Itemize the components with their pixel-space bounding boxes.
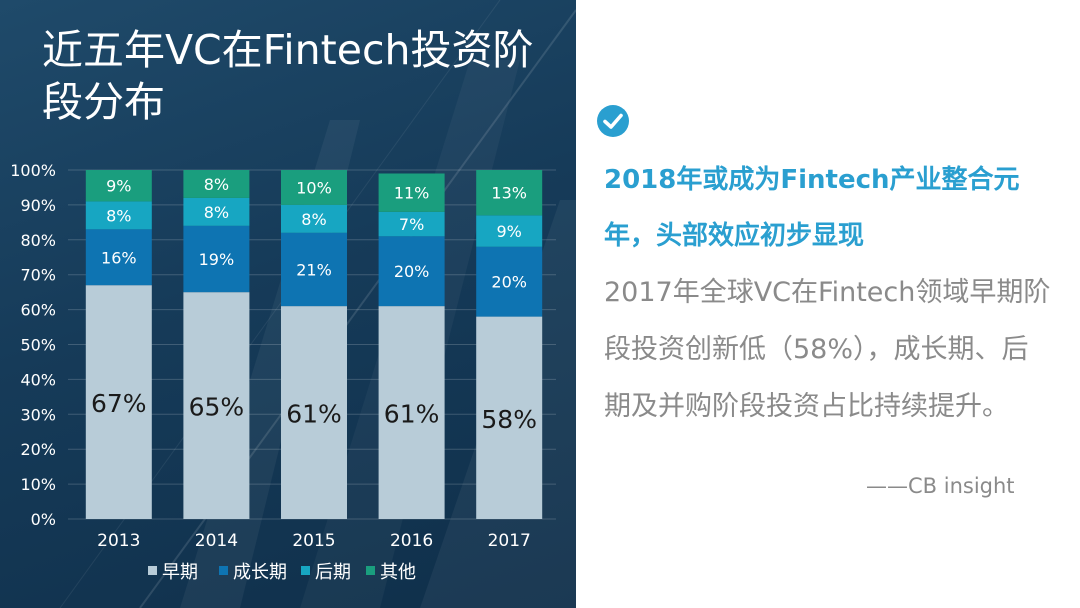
legend-label: 成长期 [233,562,287,583]
bar-segment [281,306,347,519]
x-tick-label: 2013 [97,531,140,551]
bar-segment [85,285,152,519]
data-label: 16% [101,248,137,267]
bar-segment [183,170,250,198]
data-label: 21% [296,260,332,279]
x-tick-label: 2015 [292,531,335,551]
check-circle-icon [597,105,629,137]
bar-segment [183,292,250,519]
source-citation: ——CB insight [866,474,1015,498]
data-label: 61% [286,400,342,429]
legend-label: 其他 [380,562,416,583]
legend-swatch [219,566,228,575]
y-tick-label: 40% [20,370,56,389]
y-tick-label: 100% [10,161,56,180]
data-label: 11% [394,184,430,203]
bar-segment [476,316,543,519]
y-tick-label: 90% [20,196,56,215]
bar-segment [183,225,250,293]
bar-segment [476,246,543,317]
y-tick-label: 30% [20,405,56,424]
text-panel [576,0,1080,608]
data-label: 8% [106,206,131,225]
bar-segment [378,173,445,212]
data-label: 9% [106,177,131,196]
legend-label: 早期 [162,562,198,583]
data-label: 8% [301,210,326,229]
legend-swatch [301,566,310,575]
data-label: 10% [296,178,332,197]
data-label: 20% [394,262,430,281]
y-tick-label: 70% [20,266,56,285]
bar-segment [378,306,445,519]
bar-segment [281,232,347,307]
bar-segment [281,204,347,233]
page-title: 近五年VC在Fintech投资阶段分布 [42,26,534,126]
legend-swatch [366,566,375,575]
bar-segment [85,170,152,202]
bar-segment [476,215,543,247]
x-tick-label: 2014 [195,531,238,551]
x-tick-label: 2016 [390,531,433,551]
y-tick-label: 50% [20,336,56,355]
stacked-bar-chart: 0% 10% 20% 30% 40% 50% 60% 70% 80% 90% 100% 67% 16% 8… [10,161,543,583]
body-text: 2017年全球VC在Fintech领域早期阶段投资创新低（58%），成长期、后期… [604,277,1051,422]
bar-segment [85,229,152,286]
bar-segment [378,211,445,237]
x-tick-label: 2017 [488,531,531,551]
y-tick-label: 80% [20,231,56,250]
bar-segment [476,170,543,216]
data-label: 61% [384,400,440,429]
data-label: 58% [481,405,537,434]
legend-swatch [148,566,157,575]
legend-label: 后期 [315,562,351,583]
data-label: 65% [189,393,245,422]
y-tick-label: 10% [20,475,56,494]
data-label: 8% [204,175,229,194]
data-label: 19% [199,250,235,269]
data-label: 67% [91,389,147,418]
data-label: 7% [399,215,424,234]
data-label: 13% [491,184,527,203]
data-label: 20% [491,273,527,292]
y-tick-label: 0% [31,510,56,529]
bar-segment [281,170,347,205]
y-tick-label: 60% [20,301,56,320]
data-label: 8% [204,203,229,222]
data-label: 9% [497,222,522,241]
bar-segment [183,197,250,226]
y-tick-label: 20% [20,440,56,459]
headline: 2018年或成为Fintech产业整合元年，头部效应初步显现 [604,165,1020,251]
bar-segment [378,236,445,307]
chart-panel: 近五年VC在Fintech投资阶段分布 0% 10% 20% 30% 40% 50% 60%… [0,0,576,608]
bar-segment [85,201,152,230]
